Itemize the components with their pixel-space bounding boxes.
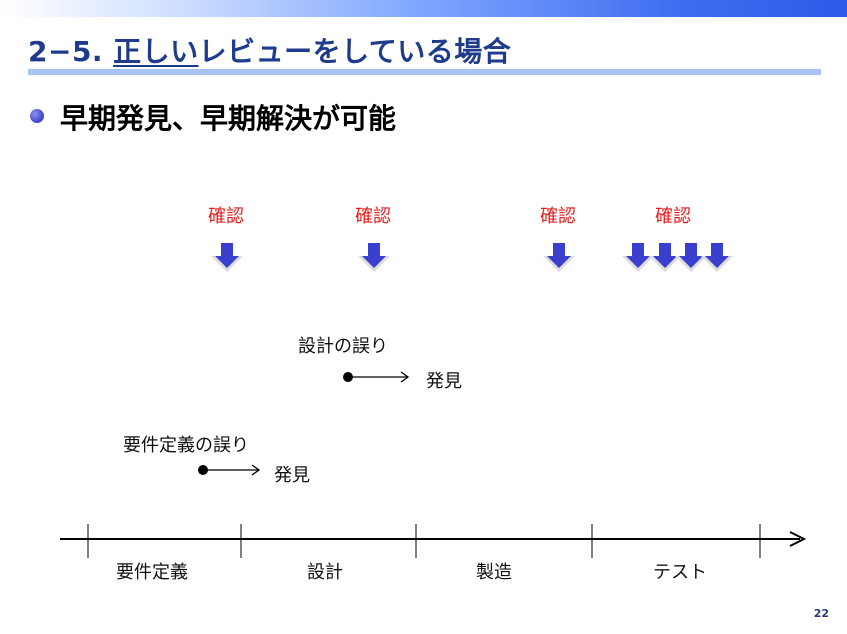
requirements-found-label: 発見 (274, 465, 310, 486)
bullet-text: 早期発見、早期解決が可能 (60, 102, 397, 135)
down-arrow-icon (543, 243, 575, 272)
bullet-icon (30, 109, 44, 123)
phase-requirements: 要件定義 (116, 562, 188, 583)
phase-design: 設計 (307, 562, 343, 583)
down-arrow-icon (649, 243, 681, 272)
header-gradient-band (0, 0, 847, 17)
phase-manufacturing: 製造 (476, 562, 512, 583)
title-rest-text: レビューをしている場合 (198, 35, 512, 68)
check-label-2: 確認 (355, 206, 391, 227)
down-arrow-icon (211, 243, 243, 272)
down-arrow-icon (358, 243, 390, 272)
check-label-4: 確認 (655, 206, 691, 227)
down-arrow-icon (675, 243, 707, 272)
requirements-error-label: 要件定義の誤り (123, 435, 249, 456)
design-error-label: 設計の誤り (298, 336, 388, 357)
check-label-1: 確認 (208, 206, 244, 227)
page-number: 22 (813, 607, 829, 620)
design-found-label: 発見 (426, 371, 462, 392)
title-number: 2−5. (28, 35, 104, 68)
down-arrow-icon (701, 243, 733, 272)
requirements-error-arrow (198, 464, 261, 476)
slide-title: 2−5. 正しいレビューをしている場合 (28, 30, 511, 70)
title-underlined-text: 正しい (113, 35, 199, 68)
down-arrow-icon (622, 243, 654, 272)
check-label-3: 確認 (540, 206, 576, 227)
title-rule (28, 69, 821, 75)
design-error-arrow (343, 371, 410, 383)
phase-test: テスト (653, 562, 707, 583)
timeline-axis (60, 524, 807, 558)
